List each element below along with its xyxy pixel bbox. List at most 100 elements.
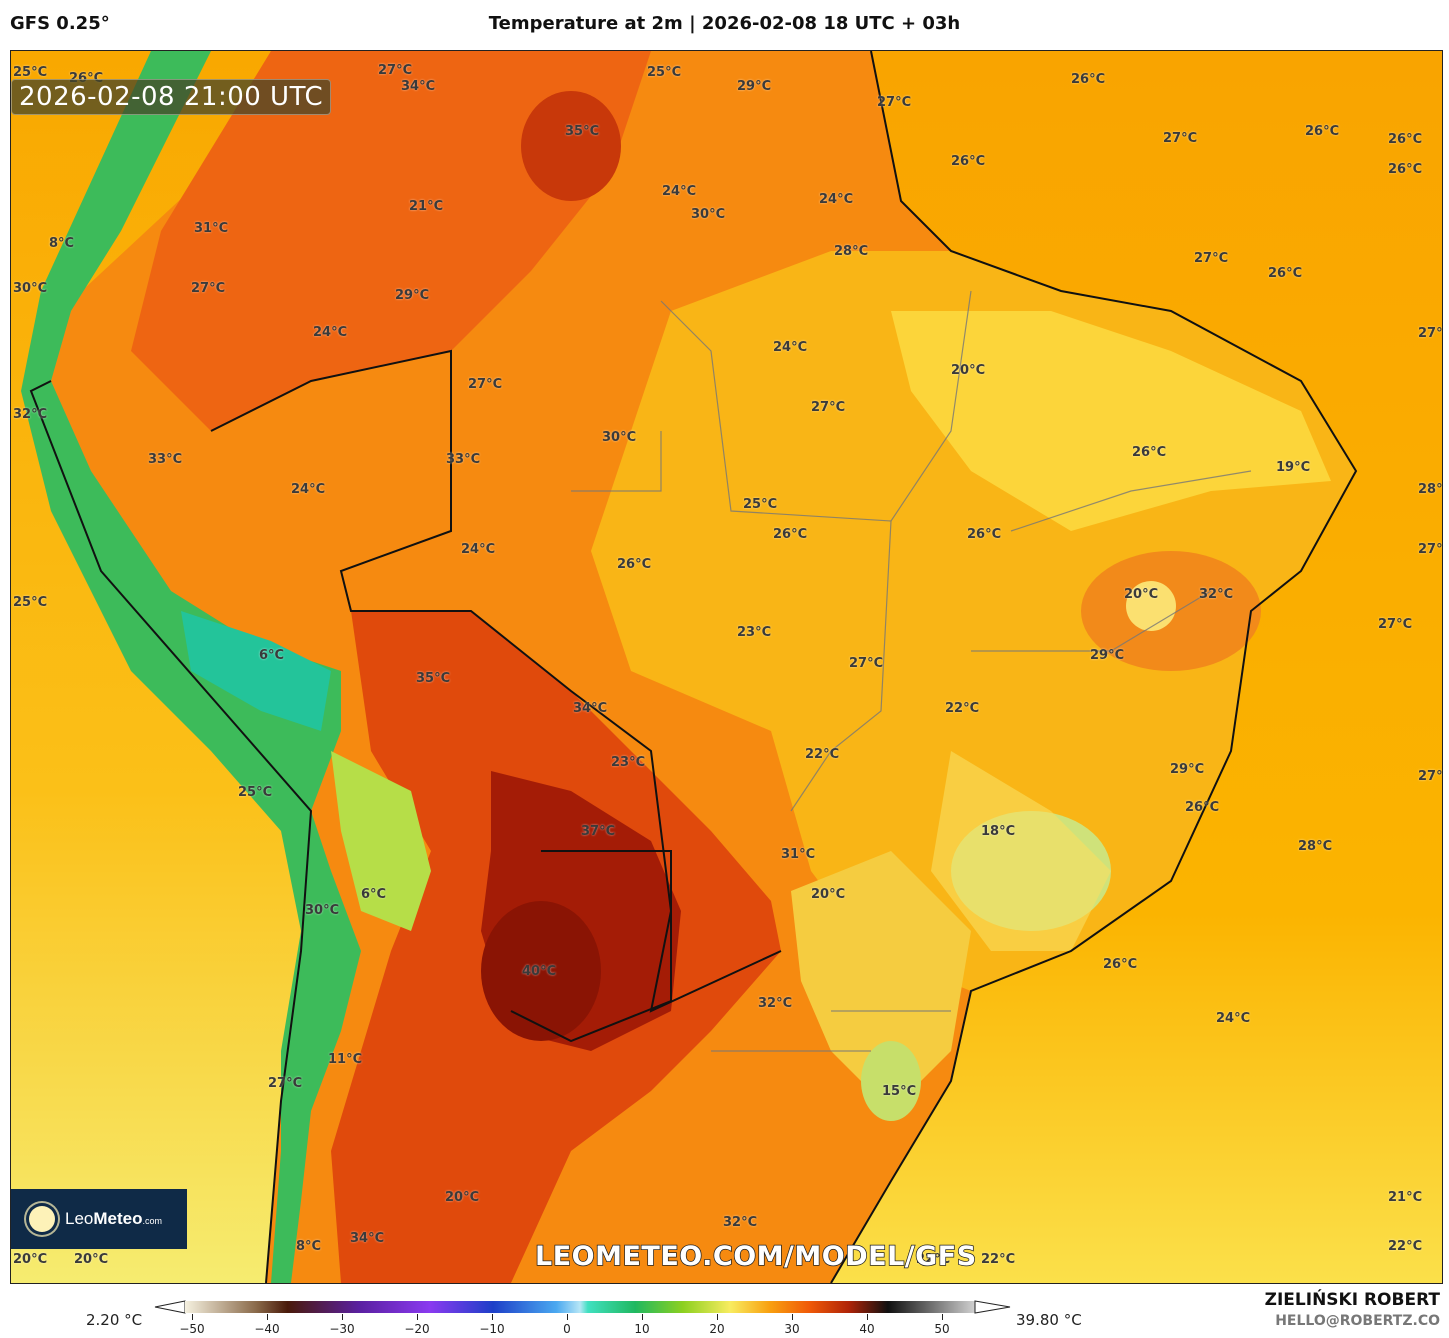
colorbar-tick bbox=[792, 1314, 793, 1320]
temperature-label: 26°C bbox=[617, 557, 652, 572]
temperature-label: 20°C bbox=[951, 363, 986, 378]
temperature-label: 25°C bbox=[238, 785, 273, 800]
temperature-label: 27°C bbox=[1194, 251, 1229, 266]
author-name: ZIELIŃSKI ROBERT bbox=[1264, 1290, 1440, 1310]
watermark-url: LEOMETEO.COM/MODEL/GFS bbox=[534, 1240, 977, 1273]
temperature-label: 27°C bbox=[378, 63, 413, 78]
temperature-label: 26°C bbox=[773, 527, 808, 542]
colorbar-tick bbox=[192, 1314, 193, 1320]
colorbar-tick bbox=[417, 1314, 418, 1320]
colorbar-max-label: 39.80 °C bbox=[1016, 1311, 1082, 1329]
sun-icon bbox=[29, 1206, 55, 1232]
temperature-label: 27°C bbox=[191, 281, 226, 296]
temperature-label: 35°C bbox=[416, 671, 451, 686]
temperature-label: 6°C bbox=[259, 648, 285, 663]
temperature-label: 15°C bbox=[882, 1084, 917, 1099]
temperature-label: 27°C bbox=[1418, 542, 1443, 557]
temperature-label: 6°C bbox=[361, 887, 387, 902]
temperature-label: 33°C bbox=[446, 452, 481, 467]
temperature-label: 27°C bbox=[468, 377, 503, 392]
temperature-label: 32°C bbox=[723, 1215, 758, 1230]
temperature-label: 26°C bbox=[967, 527, 1002, 542]
temperature-label: 27°C bbox=[268, 1076, 303, 1091]
colorbar-tick bbox=[342, 1314, 343, 1320]
temperature-label: 26°C bbox=[1103, 957, 1138, 972]
temperature-label: 27°C bbox=[877, 95, 912, 110]
temperature-label: 24°C bbox=[313, 325, 348, 340]
temperature-label: 24°C bbox=[819, 192, 854, 207]
colorbar-tick bbox=[942, 1314, 943, 1320]
temperature-label: 27°C bbox=[1378, 617, 1413, 632]
temperature-label: 30°C bbox=[602, 430, 637, 445]
temperature-label: 37°C bbox=[581, 824, 616, 839]
colorbar-tick-label: 40 bbox=[859, 1322, 875, 1336]
temperature-label: 24°C bbox=[461, 542, 496, 557]
colorbar-tick bbox=[717, 1314, 718, 1320]
author-email: HELLO@ROBERTZ.CO bbox=[1275, 1313, 1440, 1329]
model-name: GFS 0.25° bbox=[10, 13, 110, 34]
temperature-label: 11°C bbox=[328, 1052, 363, 1067]
temperature-label: 28°C bbox=[1418, 482, 1443, 497]
temperature-label: 26°C bbox=[951, 154, 986, 169]
colorbar-tick-label: −40 bbox=[254, 1322, 280, 1336]
temperature-label: 35°C bbox=[565, 124, 600, 139]
colorbar-tick-label: −10 bbox=[479, 1322, 505, 1336]
temperature-label: 26°C bbox=[1071, 72, 1106, 87]
temperature-label: 21°C bbox=[1388, 1190, 1423, 1205]
temperature-label: 25°C bbox=[647, 65, 682, 80]
temperature-label: 27°C bbox=[1163, 131, 1198, 146]
valid-time-badge: 2026-02-08 21:00 UTC bbox=[11, 79, 332, 115]
map-graphic bbox=[11, 51, 1442, 1283]
temperature-label: 27°C bbox=[811, 400, 846, 415]
temperature-label: 22°C bbox=[805, 747, 840, 762]
temperature-label: 21°C bbox=[409, 199, 444, 214]
temperature-label: 24°C bbox=[1216, 1011, 1251, 1026]
temperature-label: 29°C bbox=[1090, 648, 1125, 663]
colorbar bbox=[154, 1300, 1011, 1314]
temperature-label: 19°C bbox=[1276, 460, 1311, 475]
temperature-label: 22°C bbox=[916, 1252, 951, 1267]
colorbar-tick-label: 0 bbox=[563, 1322, 571, 1336]
temperature-label: 8°C bbox=[49, 236, 75, 251]
colorbar-tick bbox=[867, 1314, 868, 1320]
leometeo-logo[interactable]: LeoMeteo.com bbox=[11, 1189, 187, 1249]
colorbar-tick bbox=[567, 1314, 568, 1320]
temperature-label: 20°C bbox=[1124, 587, 1159, 602]
temperature-label: 20°C bbox=[811, 887, 846, 902]
colorbar-min-label: 2.20 °C bbox=[86, 1311, 143, 1329]
colorbar-tick-label: 30 bbox=[784, 1322, 800, 1336]
temperature-label: 8°C bbox=[296, 1239, 322, 1254]
temperature-label: 30°C bbox=[13, 281, 48, 296]
colorbar-tick-label: 10 bbox=[634, 1322, 650, 1336]
colorbar-tick-label: 20 bbox=[709, 1322, 725, 1336]
temperature-label: 30°C bbox=[305, 903, 340, 918]
temperature-map[interactable]: 25°C26°C27°C34°C25°C29°C27°C26°C35°C27°C… bbox=[10, 50, 1443, 1284]
colorbar-tick-label: 50 bbox=[934, 1322, 950, 1336]
chart-title: Temperature at 2m | 2026-02-08 18 UTC + … bbox=[488, 13, 961, 34]
temperature-label: 26°C bbox=[1305, 124, 1340, 139]
temperature-label: 24°C bbox=[662, 184, 697, 199]
temperature-label: 26°C bbox=[1388, 162, 1423, 177]
temperature-label: 25°C bbox=[13, 595, 48, 610]
temperature-label: 29°C bbox=[395, 288, 430, 303]
colorbar-tick-label: −50 bbox=[179, 1322, 205, 1336]
temperature-label: 25°C bbox=[743, 497, 778, 512]
temperature-label: 26°C bbox=[1388, 132, 1423, 147]
temperature-label: 26°C bbox=[1132, 445, 1167, 460]
temperature-label: 34°C bbox=[401, 79, 436, 94]
temperature-label: 23°C bbox=[737, 625, 772, 640]
temperature-label: 27°C bbox=[1418, 769, 1443, 784]
temperature-label: 18°C bbox=[981, 824, 1016, 839]
colorbar-tick-label: −20 bbox=[404, 1322, 430, 1336]
colorbar-tick bbox=[642, 1314, 643, 1320]
temperature-label: 32°C bbox=[758, 996, 793, 1011]
temperature-label: 31°C bbox=[781, 847, 816, 862]
colorbar-tick bbox=[267, 1314, 268, 1320]
temperature-label: 34°C bbox=[573, 701, 608, 716]
temperature-label: 22°C bbox=[1388, 1239, 1423, 1254]
temperature-label: 33°C bbox=[148, 452, 183, 467]
temperature-label: 26°C bbox=[1268, 266, 1303, 281]
temperature-label: 27°C bbox=[849, 656, 884, 671]
temperature-label: 23°C bbox=[611, 755, 646, 770]
temperature-label: 32°C bbox=[1199, 587, 1234, 602]
